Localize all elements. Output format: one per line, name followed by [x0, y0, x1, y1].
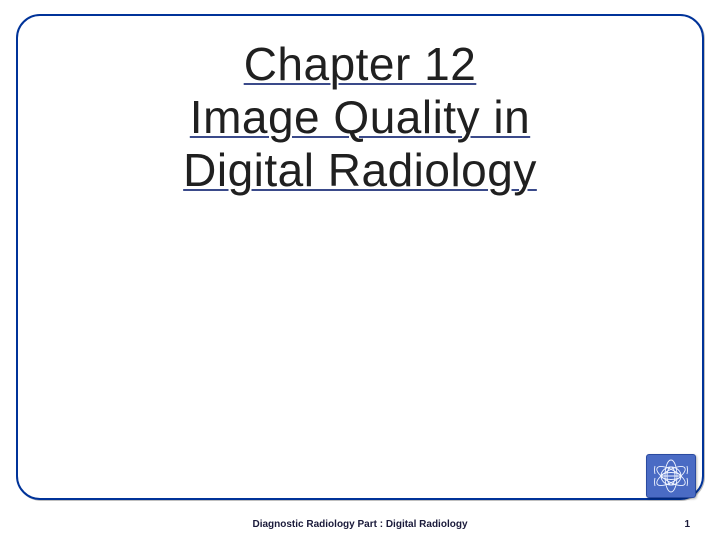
slide-title: Chapter 12 Image Quality in Digital Radi… [0, 38, 720, 197]
page-number: 1 [684, 519, 690, 530]
title-line-1: Chapter 12 [0, 38, 720, 91]
atom-globe-icon [651, 458, 691, 494]
iaea-logo [646, 454, 696, 498]
title-line-3: Digital Radiology [0, 144, 720, 197]
title-line-2: Image Quality in [0, 91, 720, 144]
footer-text: Diagnostic Radiology Part : Digital Radi… [0, 519, 720, 530]
